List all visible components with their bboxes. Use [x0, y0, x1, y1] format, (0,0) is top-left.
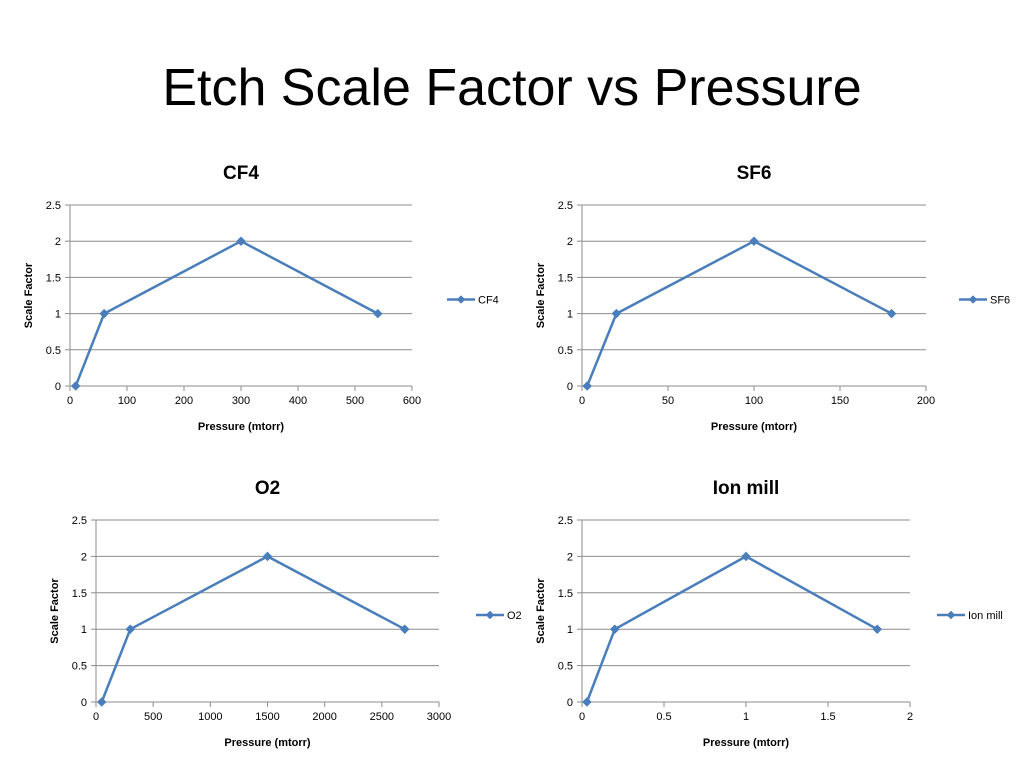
y-axis-title: Scale Factor [49, 578, 61, 644]
series-line [586, 239, 893, 387]
chart-title: SF6 [737, 163, 772, 184]
legend-label: O2 [507, 610, 522, 622]
y-tick-label: 1 [55, 309, 61, 321]
y-tick-label: 0.5 [46, 345, 61, 357]
y-axis-title: Scale Factor [23, 262, 35, 328]
x-axis-title: Pressure (mtorr) [711, 421, 798, 433]
chart-title: O2 [255, 478, 280, 499]
x-tick-label: 200 [175, 395, 193, 407]
y-tick-label: 2 [567, 551, 573, 563]
y-tick-label: 0 [567, 697, 573, 709]
chart-0: CF4 0 0.5 1 1.5 2 2.5 0 100 200 300 400 500 600 Pressu… [23, 163, 499, 433]
data-point [262, 551, 273, 562]
legend-label: CF4 [478, 295, 499, 307]
x-axis-title: Pressure (mtorr) [703, 737, 790, 749]
x-tick-label: 2000 [312, 711, 336, 723]
data-point [236, 236, 246, 247]
legend-marker [946, 610, 956, 620]
x-tick-label: 100 [118, 395, 136, 407]
y-axis-title: Scale Factor [535, 578, 547, 644]
x-tick-label: 400 [289, 395, 307, 407]
data-point [582, 381, 593, 391]
y-tick-label: 1.5 [558, 588, 573, 600]
x-tick-label: 0 [93, 711, 99, 723]
data-point [872, 624, 883, 635]
data-point [125, 624, 136, 635]
y-tick-label: 2 [567, 236, 573, 248]
legend-marker [456, 295, 466, 304]
y-tick-label: 2.5 [558, 200, 573, 212]
data-point [99, 308, 110, 319]
x-tick-label: 500 [144, 711, 162, 723]
y-tick-label: 2 [81, 551, 87, 563]
legend-marker [968, 295, 978, 304]
y-tick-label: 1.5 [558, 272, 573, 284]
series-line [585, 555, 878, 703]
data-point [886, 308, 897, 319]
legend-label: Ion mill [968, 610, 1003, 622]
x-tick-label: 600 [403, 395, 421, 407]
x-tick-label: 200 [917, 395, 935, 407]
x-tick-label: 500 [346, 395, 364, 407]
chart-title: Ion mill [713, 478, 780, 499]
x-tick-label: 300 [232, 395, 250, 407]
y-tick-label: 0 [81, 697, 87, 709]
y-tick-label: 0.5 [72, 661, 87, 673]
x-tick-label: 0 [579, 395, 585, 407]
data-point [70, 381, 81, 391]
chart-title: CF4 [223, 163, 259, 184]
data-point [609, 624, 620, 635]
x-tick-label: 3000 [427, 711, 451, 723]
x-tick-label: 150 [831, 395, 849, 407]
y-tick-label: 0 [567, 381, 573, 393]
y-tick-label: 1.5 [46, 272, 61, 284]
data-point [749, 236, 759, 247]
data-point [611, 308, 622, 319]
y-tick-label: 0.5 [558, 661, 573, 673]
x-tick-label: 100 [745, 395, 763, 407]
data-point [582, 697, 592, 707]
chart-2: O2 0 0.5 1 1.5 2 2.5 0 500 1000 1500 2000 2500 3000 Pr… [49, 478, 522, 749]
y-tick-label: 1 [567, 624, 573, 636]
y-tick-label: 0.5 [558, 345, 573, 357]
x-tick-label: 50 [662, 395, 674, 407]
x-tick-label: 2500 [370, 711, 394, 723]
y-axis-title: Scale Factor [535, 262, 547, 328]
x-tick-label: 2 [907, 711, 913, 723]
x-tick-label: 1500 [255, 711, 279, 723]
x-axis-title: Pressure (mtorr) [198, 421, 285, 433]
x-tick-label: 1000 [198, 711, 222, 723]
x-axis-title: Pressure (mtorr) [224, 737, 311, 749]
x-tick-label: 1 [743, 711, 749, 723]
chart-1: SF6 0 0.5 1 1.5 2 2.5 0 50 100 150 200 Pressure (mto… [535, 163, 1010, 433]
x-tick-label: 0 [579, 711, 585, 723]
y-tick-label: 1 [567, 309, 573, 321]
legend-marker [485, 610, 495, 620]
data-point [399, 624, 410, 635]
y-tick-label: 1.5 [72, 588, 87, 600]
chart-3: Ion mill 0 0.5 1 1.5 2 2.5 0 0.5 1 1.5 2 Pressure (m… [535, 478, 1003, 749]
y-tick-label: 2.5 [558, 515, 573, 527]
data-point [372, 308, 383, 319]
x-tick-label: 0.5 [656, 711, 671, 723]
y-tick-label: 2.5 [46, 200, 61, 212]
data-point [96, 697, 107, 707]
y-tick-label: 0 [55, 381, 61, 393]
y-tick-label: 1 [81, 624, 87, 636]
legend-label: SF6 [990, 295, 1010, 307]
y-tick-label: 2 [55, 236, 61, 248]
series-line [100, 555, 406, 703]
data-point [741, 551, 751, 562]
slide-title: Etch Scale Factor vs Pressure [162, 59, 862, 117]
series-line [74, 239, 379, 387]
x-tick-label: 1.5 [820, 711, 835, 723]
x-tick-label: 0 [67, 395, 73, 407]
y-tick-label: 2.5 [72, 515, 87, 527]
